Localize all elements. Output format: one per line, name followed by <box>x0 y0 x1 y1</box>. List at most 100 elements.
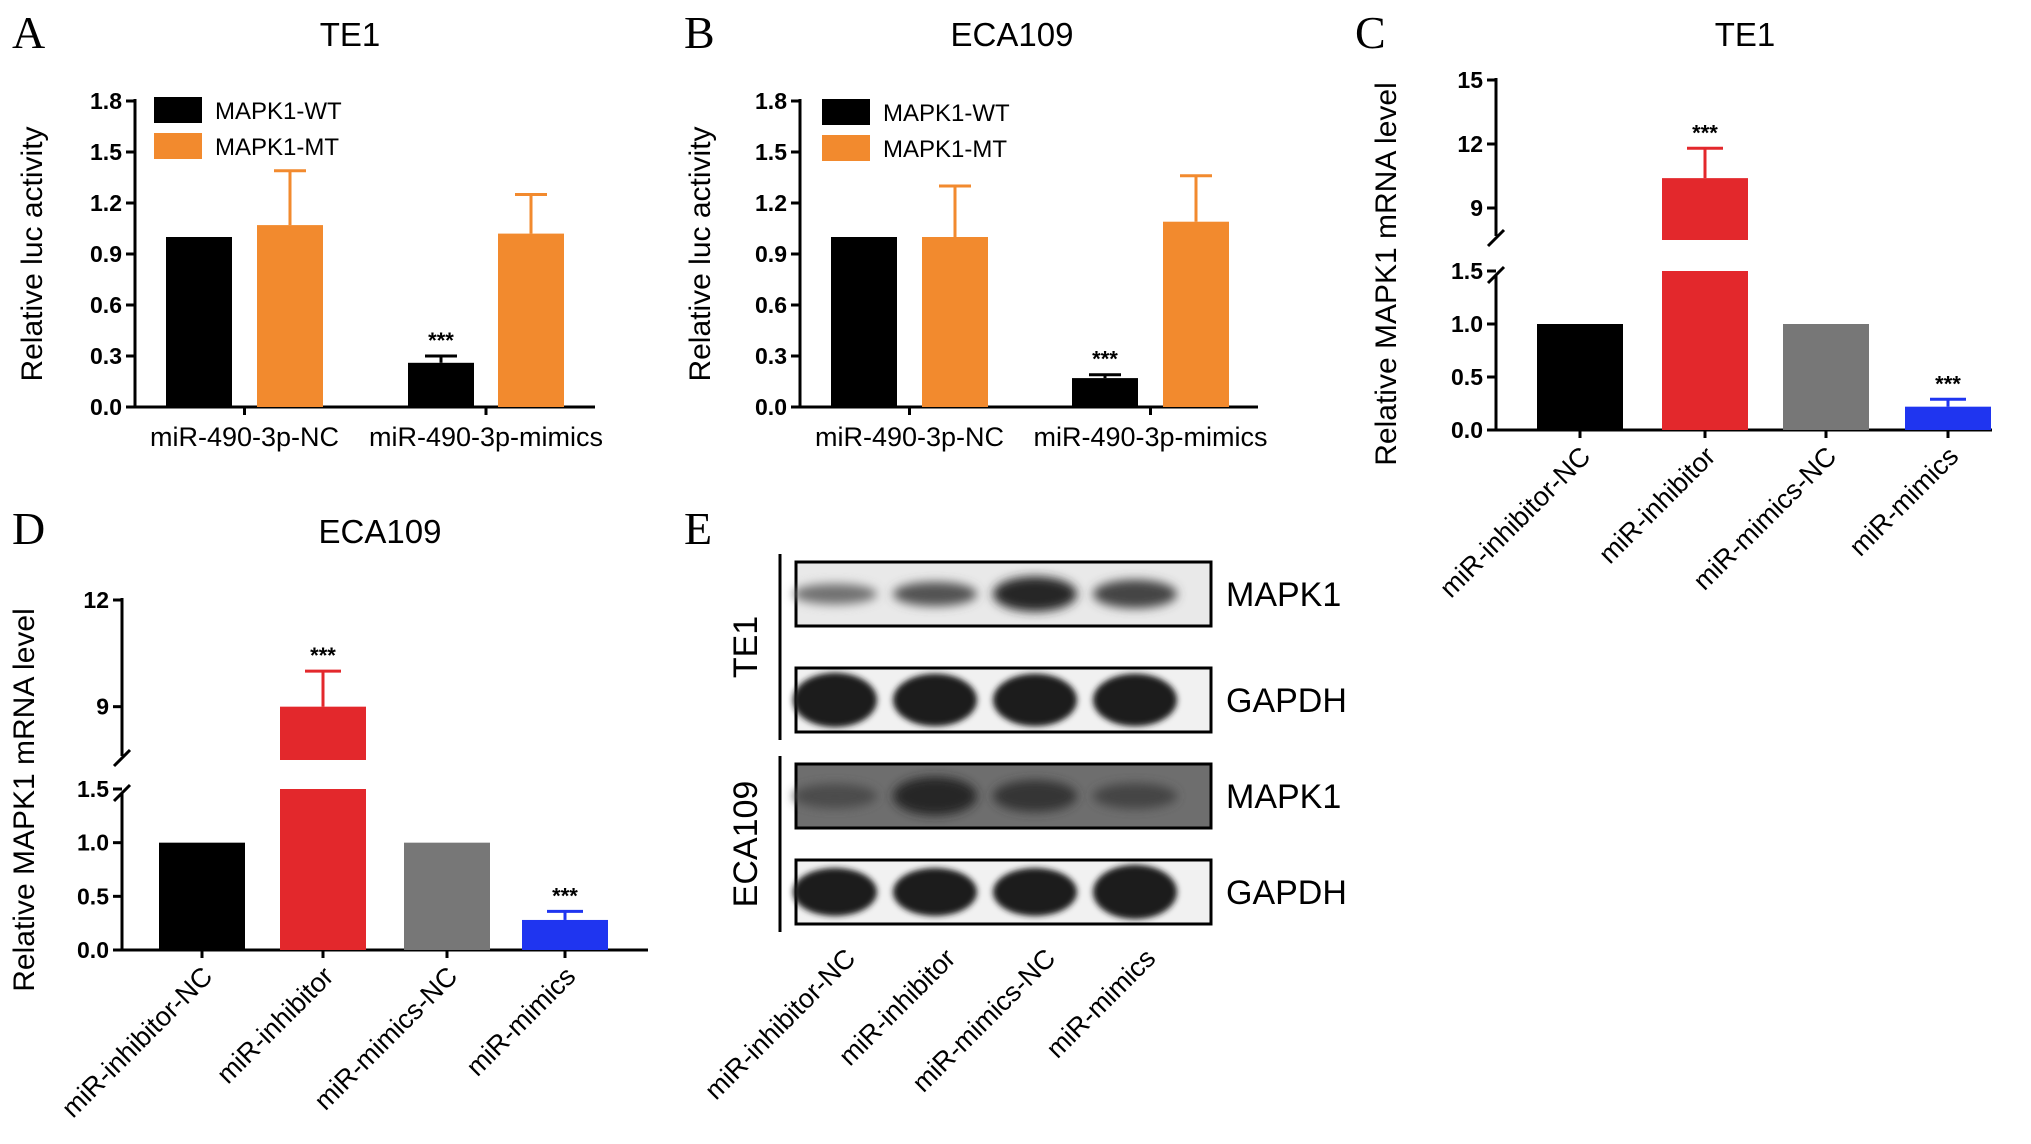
blot-band <box>1093 864 1177 920</box>
y-tick-label: 0.0 <box>755 394 787 420</box>
y-tick-label: 0.9 <box>755 241 787 267</box>
bar-upper-segment <box>1662 178 1748 240</box>
bar <box>522 919 608 950</box>
panel-letter: D <box>12 503 45 554</box>
y-tick-label: 0.0 <box>1451 417 1483 443</box>
blot-band <box>993 780 1077 812</box>
x-tick-label: miR-490-3p-NC <box>150 422 339 452</box>
blot-band <box>1093 673 1177 727</box>
y-tick-label: 9 <box>96 694 109 720</box>
panel-letter: E <box>684 503 712 554</box>
blot-row: MAPK1 <box>793 560 1341 628</box>
axis-break-mark <box>1486 228 1506 248</box>
bar <box>831 237 897 407</box>
blot-row: GAPDH <box>793 858 1347 926</box>
blot-band <box>793 672 877 728</box>
blot-row: GAPDH <box>793 666 1347 734</box>
blot-row-label: MAPK1 <box>1226 576 1341 614</box>
x-tick-label: miR-inhibitor <box>1593 441 1721 569</box>
y-tick-label: 1.5 <box>90 139 122 165</box>
blot-group: TE1 MAPK1 GAPDH <box>727 554 1347 740</box>
significance-marker: *** <box>552 883 578 908</box>
axis-break-mark <box>112 748 132 768</box>
significance-marker: *** <box>1692 120 1718 145</box>
y-tick-label: 12 <box>1457 131 1483 157</box>
blot-group-label: ECA109 <box>727 781 765 908</box>
panel-letter: A <box>12 7 45 58</box>
y-tick-label: 0.3 <box>90 343 122 369</box>
blot-band <box>1093 783 1177 809</box>
blot-band <box>1093 579 1177 609</box>
y-axis-label: Relative luc activity <box>684 126 717 381</box>
blot-band <box>893 581 977 607</box>
bar <box>280 789 366 950</box>
blot-band <box>793 583 877 605</box>
significance-marker: *** <box>1092 347 1118 372</box>
y-tick-label: 15 <box>1457 67 1483 93</box>
blot-group-label: TE1 <box>727 616 765 678</box>
x-tick-label: miR-490-3p-mimics <box>369 422 603 452</box>
legend-swatch <box>822 135 870 161</box>
y-tick-label: 0.9 <box>90 241 122 267</box>
axis-break-mark <box>112 783 132 803</box>
blot-band <box>993 576 1077 612</box>
axis-break-mark <box>1486 265 1506 285</box>
chart-title: TE1 <box>1715 16 1776 53</box>
y-tick-label: 1.0 <box>77 830 109 856</box>
significance-marker: *** <box>1935 371 1961 396</box>
panel-letter: B <box>684 7 715 58</box>
y-tick-label: 0.6 <box>90 292 122 318</box>
chart-title: ECA109 <box>951 16 1074 53</box>
blot-band <box>893 776 977 816</box>
y-tick-label: 1.5 <box>755 139 787 165</box>
x-tick-label: miR-490-3p-NC <box>815 422 1004 452</box>
bar <box>922 237 988 407</box>
significance-marker: *** <box>428 328 454 353</box>
y-tick-label: 0.6 <box>755 292 787 318</box>
blot-lane-label: miR-inhibitor-NC <box>699 943 861 1105</box>
y-tick-label: 0.5 <box>1451 364 1483 390</box>
y-tick-label: 1.0 <box>1451 311 1483 337</box>
bar <box>408 362 474 407</box>
y-tick-label: 1.5 <box>1451 258 1483 284</box>
bar <box>404 842 490 950</box>
panel-e: E TE1 MAPK1 GAPDH ECA109 MAPK1 GAPDH miR-inhibi… <box>684 503 1347 1105</box>
blot-row: MAPK1 <box>793 762 1341 830</box>
y-axis-label: Relative MAPK1 mRNA level <box>8 608 41 991</box>
y-tick-label: 1.5 <box>77 776 109 802</box>
x-tick-label: miR-490-3p-mimics <box>1033 422 1267 452</box>
bar <box>257 225 323 407</box>
bar <box>1537 324 1623 430</box>
bar <box>1072 378 1138 407</box>
legend-entry: MAPK1-WT <box>215 98 342 125</box>
blot-lane-label: miR-mimics <box>1040 943 1161 1064</box>
y-tick-label: 0.0 <box>90 394 122 420</box>
blot-band <box>793 783 877 809</box>
y-tick-label: 1.8 <box>755 88 787 114</box>
legend-swatch <box>154 97 202 123</box>
panel-b: B ECA109 0.0 0.3 0.6 0.9 1.2 1.5 1.8 Relative luc… <box>684 7 1268 452</box>
blot-band <box>993 673 1077 727</box>
panel-letter: C <box>1355 7 1386 58</box>
bar <box>498 233 564 407</box>
blot-band <box>793 868 877 916</box>
blot-row-label: GAPDH <box>1226 874 1347 912</box>
blot-row-label: GAPDH <box>1226 682 1347 720</box>
y-tick-label: 1.8 <box>90 88 122 114</box>
y-axis-label: Relative luc activity <box>16 126 49 381</box>
bar <box>166 237 232 407</box>
bar-upper-segment <box>280 706 366 760</box>
y-tick-label: 1.2 <box>755 190 787 216</box>
panel-c: C TE1 0.0 0.5 1.0 1.5 9 12 15 Relative MAPK1 mRNA… <box>1355 7 1992 603</box>
x-tick-label: miR-mimics <box>460 961 581 1082</box>
legend-swatch <box>822 99 870 125</box>
legend-entry: MAPK1-MT <box>883 136 1007 163</box>
y-tick-label: 0.5 <box>77 883 109 909</box>
panel-d: D ECA109 0.0 0.5 1.0 1.5 9 12 Relative MAPK1 mRN… <box>8 503 648 1123</box>
bar <box>1905 406 1991 430</box>
chart-title: TE1 <box>320 16 381 53</box>
x-tick-label: miR-mimics <box>1843 441 1964 562</box>
x-tick-label: miR-inhibitor <box>211 961 339 1089</box>
bar <box>1662 271 1748 430</box>
